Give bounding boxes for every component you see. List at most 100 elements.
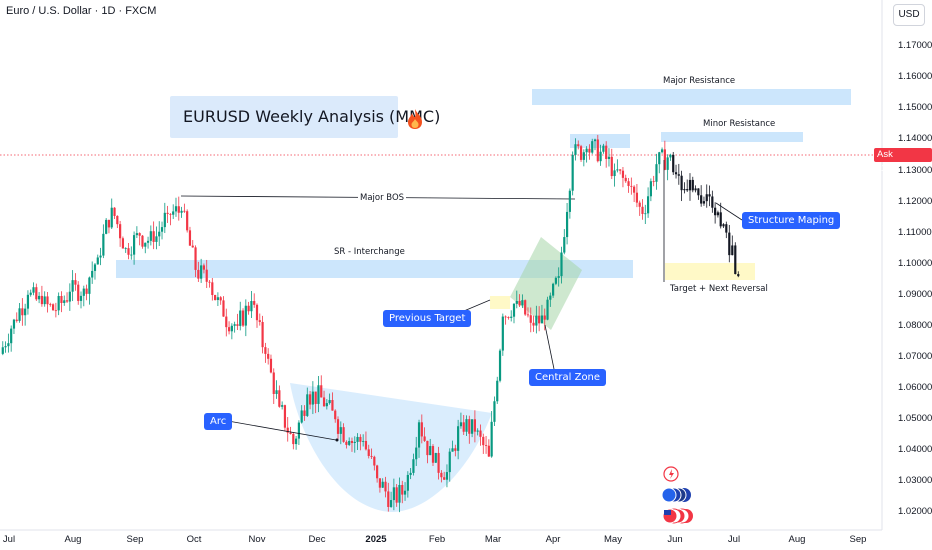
ask-tag: Ask (877, 149, 893, 160)
candle-body (281, 405, 284, 407)
candle-body (613, 170, 616, 177)
candle-body (32, 287, 35, 293)
candle-body (334, 410, 337, 420)
candle-body (130, 254, 133, 256)
candle-body (135, 233, 138, 236)
candle-body (79, 295, 83, 301)
candle-body (373, 456, 376, 466)
candle-body (322, 397, 326, 407)
candle-body (395, 487, 398, 503)
candle-body (593, 139, 597, 142)
candle-body (219, 297, 222, 301)
callout-previous-target[interactable]: Previous Target (383, 310, 472, 327)
candle-body (378, 478, 382, 488)
y-tick: 1.04000 (898, 444, 932, 455)
callout-structure-maping[interactable]: Structure Maping (742, 212, 841, 229)
candle-body (429, 446, 432, 456)
candle-body (412, 459, 415, 473)
candle-body (306, 394, 309, 416)
candle-body (289, 432, 292, 434)
candle-body (574, 144, 577, 155)
candle-body (255, 304, 259, 321)
candle-body (619, 169, 622, 171)
candle-body (230, 325, 233, 332)
candle-body (253, 301, 256, 305)
currency-button[interactable]: USD (893, 4, 925, 26)
candle-body (138, 233, 141, 236)
y-tick: 1.02000 (898, 506, 932, 517)
x-tick: Dec (308, 534, 326, 545)
candle-body (728, 232, 731, 256)
candle-body (722, 224, 725, 227)
y-tick: 1.10000 (898, 258, 932, 269)
candle-body (389, 500, 393, 507)
candle-body (180, 210, 183, 213)
event-badges[interactable] (662, 464, 694, 530)
x-tick: Oct (186, 534, 202, 545)
arc-pointer-dot (335, 438, 339, 442)
x-tick: Apr (545, 534, 561, 545)
candle-body (560, 252, 563, 277)
candle-body (236, 324, 239, 326)
candle-body (63, 300, 66, 303)
candle-body (549, 295, 552, 300)
candle-body (401, 484, 404, 495)
candle-body (158, 231, 161, 237)
y-tick: 1.05000 (898, 413, 932, 424)
candle-body (149, 231, 152, 241)
candle-body (376, 465, 379, 479)
candle-body (244, 305, 247, 326)
candle-body (644, 213, 647, 215)
candle-body (403, 490, 407, 495)
candle-body (46, 296, 49, 305)
candle-body (85, 288, 88, 294)
candle-body (183, 210, 186, 212)
candle-body (702, 201, 706, 204)
candle-body (417, 422, 421, 448)
candle-body (311, 391, 314, 405)
candle-body (91, 270, 94, 278)
candle-body (423, 436, 426, 441)
candle-body (345, 441, 348, 445)
candle-body (672, 154, 675, 173)
candle-body (398, 484, 401, 503)
candle-body (26, 294, 30, 309)
candle-body (225, 316, 228, 328)
candle-body (568, 190, 571, 212)
candle-body (7, 343, 10, 347)
candle-body (264, 347, 267, 354)
symbol-title[interactable]: Euro / U.S. Dollar · 1D · FXCM (6, 5, 157, 17)
candle-body (57, 296, 60, 311)
candle-body (445, 472, 449, 480)
candle-body (10, 328, 13, 344)
candle-body (314, 391, 317, 404)
candle-body (470, 419, 474, 434)
candle-body (381, 481, 384, 488)
x-tick: Aug (64, 534, 82, 545)
candle-body (487, 445, 490, 457)
candle-body (409, 472, 412, 475)
candle-body (283, 405, 287, 428)
candle-body (328, 400, 331, 404)
candle-body (110, 207, 113, 228)
zone-major-resistance (532, 89, 851, 105)
fire-icon (408, 109, 422, 129)
candle-body (384, 481, 387, 492)
candle-body (71, 280, 74, 292)
candle-body (660, 149, 664, 153)
callout-central-zone[interactable]: Central Zone (529, 369, 607, 386)
candle-body (121, 238, 125, 249)
callout-arc[interactable]: Arc (204, 413, 233, 430)
candle-body (476, 430, 479, 432)
candle-body (708, 194, 711, 197)
x-tick: Aug (788, 534, 806, 545)
candle-body (68, 291, 71, 302)
candle-body (588, 148, 591, 153)
candle-body (554, 277, 558, 284)
candle-body (387, 491, 390, 507)
candle-body (40, 295, 44, 305)
candle-body (734, 245, 737, 275)
candle-body (258, 320, 261, 322)
candle-body (716, 212, 720, 216)
